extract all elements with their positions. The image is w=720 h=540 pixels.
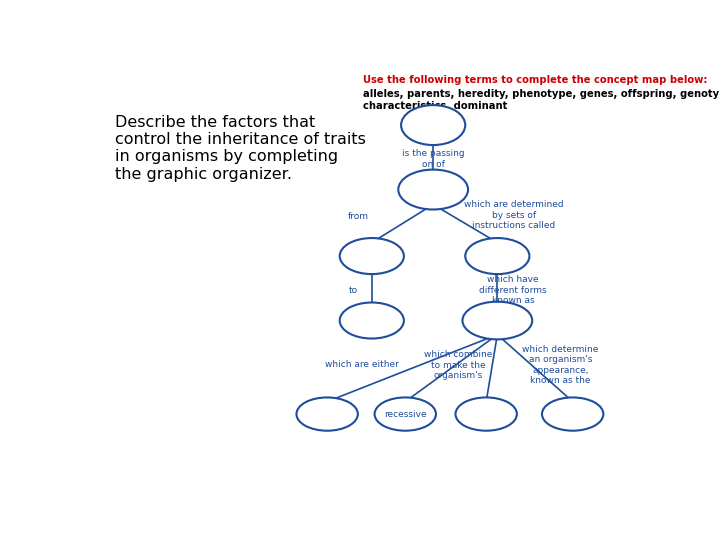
Text: which combine
to make the
organism's: which combine to make the organism's	[424, 350, 492, 380]
Text: which determine
an organism's
appearance,
known as the: which determine an organism's appearance…	[522, 345, 598, 385]
Text: to: to	[348, 286, 358, 295]
Ellipse shape	[401, 105, 465, 145]
Ellipse shape	[340, 302, 404, 339]
Ellipse shape	[374, 397, 436, 431]
Text: which are determined
by sets of
instructions called: which are determined by sets of instruct…	[464, 200, 564, 230]
Ellipse shape	[297, 397, 358, 431]
Text: which have
different forms
known as: which have different forms known as	[479, 275, 546, 305]
Text: recessive: recessive	[384, 409, 426, 418]
Ellipse shape	[398, 170, 468, 210]
Text: which are either: which are either	[325, 360, 400, 369]
Text: Describe the factors that
control the inheritance of traits
in organisms by comp: Describe the factors that control the in…	[115, 114, 366, 182]
Ellipse shape	[456, 397, 517, 431]
Text: Use the following terms to complete the concept map below:: Use the following terms to complete the …	[364, 75, 708, 85]
Text: alleles, parents, heredity, phenotype, genes, offspring, genotype,
characteristi: alleles, parents, heredity, phenotype, g…	[364, 89, 720, 111]
Ellipse shape	[465, 238, 529, 274]
Ellipse shape	[542, 397, 603, 431]
Text: is the passing
on of: is the passing on of	[402, 150, 464, 169]
Ellipse shape	[340, 238, 404, 274]
Text: from: from	[347, 212, 369, 221]
Ellipse shape	[462, 302, 532, 339]
